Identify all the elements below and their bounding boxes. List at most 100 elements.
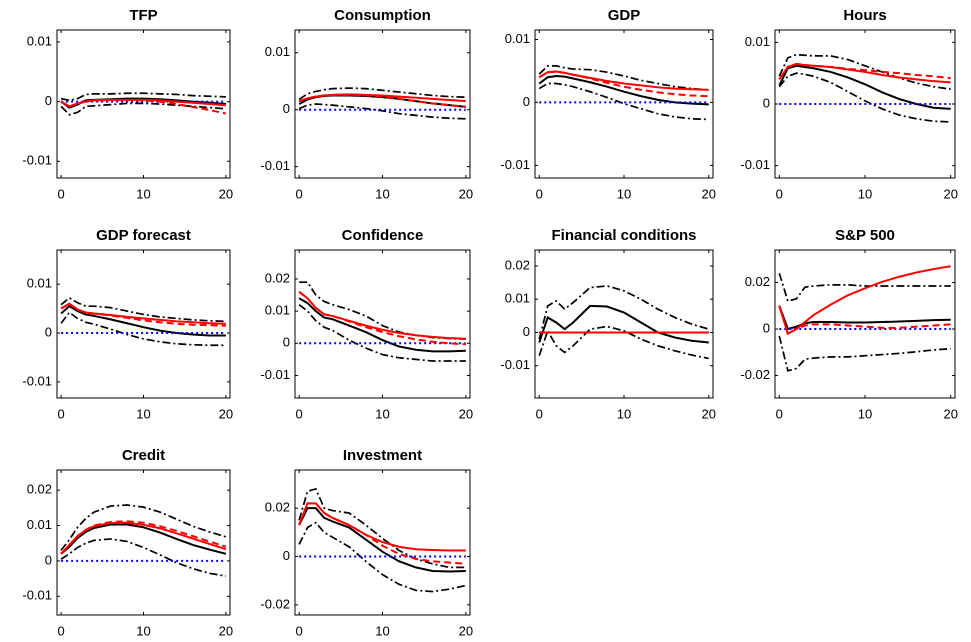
x-tick-label: 0 <box>58 623 65 638</box>
axes-box <box>774 249 956 399</box>
x-tick-label: 10 <box>375 406 389 421</box>
x-tick-label: 0 <box>296 186 303 201</box>
y-tick-label: 0.01 <box>265 44 290 59</box>
axes-box <box>534 249 714 399</box>
series-line <box>298 103 466 120</box>
series-line <box>538 70 709 91</box>
series-line <box>60 538 227 577</box>
subplot-title: Consumption <box>334 7 431 24</box>
series-line <box>778 265 951 336</box>
x-tick-label: 10 <box>617 186 631 201</box>
series-line <box>538 325 709 360</box>
series-line <box>298 87 466 101</box>
x-tick-label: 20 <box>459 186 473 201</box>
y-tick-label: -0.01 <box>22 153 52 168</box>
subplot-title: Confidence <box>342 227 424 244</box>
series-line <box>778 64 951 110</box>
axes-box <box>56 29 231 179</box>
y-tick-label: 0 <box>45 93 52 108</box>
series-line <box>778 272 951 303</box>
x-tick-label: 10 <box>858 186 872 201</box>
y-tick-label: 0.01 <box>745 34 770 49</box>
axes-box <box>294 249 471 399</box>
x-tick-label: 20 <box>943 186 957 201</box>
y-tick-label: 0.01 <box>505 31 530 46</box>
subplot-title: Hours <box>843 7 886 24</box>
x-tick-label: 20 <box>943 406 957 421</box>
series-line <box>538 304 709 344</box>
subplot-title: GDP forecast <box>96 227 191 244</box>
y-tick-label: 0 <box>283 101 290 116</box>
series-line <box>298 291 466 340</box>
subplot-title: GDP <box>608 7 641 24</box>
y-tick-label: 0.01 <box>27 33 52 48</box>
y-tick-label: -0.01 <box>22 588 52 603</box>
y-tick-label: 0 <box>283 335 290 350</box>
x-tick-label: 0 <box>536 186 543 201</box>
x-tick-label: 10 <box>858 406 872 421</box>
series-line <box>298 507 466 573</box>
x-tick-label: 20 <box>702 186 716 201</box>
x-tick-label: 10 <box>375 623 389 638</box>
y-tick-label: -0.01 <box>260 158 290 173</box>
x-tick-label: 20 <box>702 406 716 421</box>
x-tick-label: 0 <box>58 186 65 201</box>
series-line <box>60 521 227 555</box>
x-tick-label: 0 <box>536 406 543 421</box>
series-line <box>778 53 951 91</box>
series-line <box>778 335 951 372</box>
series-line <box>60 296 226 323</box>
series-line <box>298 297 466 353</box>
series-line <box>60 523 227 555</box>
y-tick-label: 0.02 <box>505 257 530 272</box>
axes-box <box>294 29 471 179</box>
y-tick-label: 0.02 <box>745 274 770 289</box>
series-line <box>298 502 466 552</box>
x-tick-label: 20 <box>459 623 473 638</box>
axes-box <box>56 469 231 616</box>
x-tick-label: 10 <box>617 406 631 421</box>
y-tick-label: -0.01 <box>740 157 770 172</box>
series-line <box>778 72 951 123</box>
y-tick-label: 0.01 <box>265 303 290 318</box>
series-line <box>60 98 226 108</box>
y-tick-label: -0.01 <box>500 357 530 372</box>
x-tick-label: 20 <box>459 406 473 421</box>
series-line <box>298 521 467 593</box>
x-tick-label: 0 <box>296 406 303 421</box>
series-line <box>298 487 466 569</box>
axes-box <box>534 29 714 179</box>
y-tick-label: 0 <box>763 95 770 110</box>
y-tick-label: 0 <box>523 94 530 109</box>
y-tick-label: 0.01 <box>27 517 52 532</box>
series-line <box>60 102 226 116</box>
y-tick-label: 0 <box>523 324 530 339</box>
y-tick-label: -0.01 <box>22 373 52 388</box>
x-tick-label: 20 <box>219 623 233 638</box>
subplot-title: Financial conditions <box>551 227 696 244</box>
series-line <box>778 62 951 84</box>
series-line <box>60 311 226 347</box>
x-tick-label: 10 <box>375 186 389 201</box>
x-tick-label: 0 <box>776 186 783 201</box>
series-line <box>538 65 709 91</box>
series-line <box>298 304 466 362</box>
x-tick-label: 10 <box>136 186 150 201</box>
x-tick-label: 20 <box>219 186 233 201</box>
x-tick-label: 0 <box>296 623 303 638</box>
series-line <box>778 305 951 331</box>
axes-box <box>56 249 231 399</box>
series-line <box>60 504 227 551</box>
x-tick-label: 20 <box>219 406 233 421</box>
subplot-title: S&P 500 <box>835 227 895 244</box>
x-tick-label: 0 <box>58 406 65 421</box>
x-tick-label: 10 <box>136 406 150 421</box>
series-line <box>60 520 227 555</box>
series-line <box>60 92 226 102</box>
y-tick-label: -0.02 <box>740 367 770 382</box>
y-tick-label: 0.02 <box>265 270 290 285</box>
subplot-title: TFP <box>129 7 157 24</box>
x-tick-label: 0 <box>776 406 783 421</box>
series-line <box>538 74 709 106</box>
